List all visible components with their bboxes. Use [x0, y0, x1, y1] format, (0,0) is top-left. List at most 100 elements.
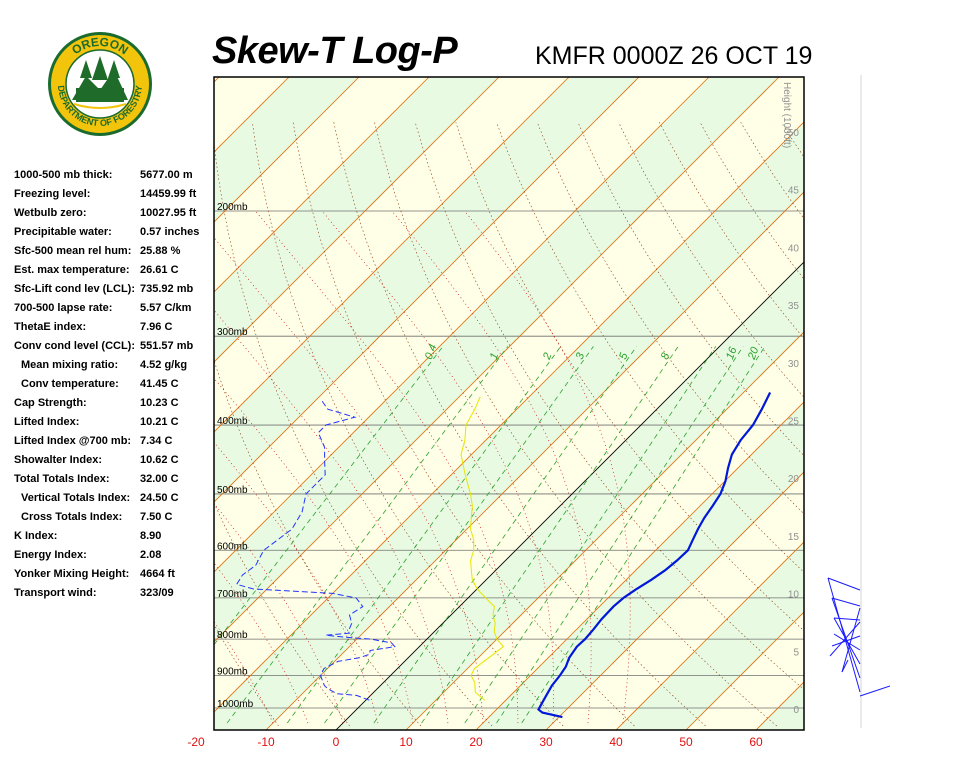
- index-label: Mean mixing ratio:: [21, 359, 119, 371]
- wetbulb-trace: [460, 396, 505, 701]
- index-label: Conv temperature:: [21, 378, 119, 390]
- wind-barb-flag: [827, 577, 861, 591]
- pressure-label: 800mb: [217, 630, 248, 641]
- dry-adiabat: [47, 122, 207, 726]
- index-label: Showalter Index:: [14, 454, 103, 466]
- temperature-tick-label: 40: [609, 735, 623, 749]
- height-tick-label: 5: [793, 647, 799, 658]
- mixing-ratio-label: 0.4: [423, 343, 440, 361]
- isotherm-line: [214, 121, 804, 713]
- index-value: 7.34 C: [140, 435, 173, 447]
- pressure-label: 600mb: [217, 541, 248, 552]
- pressure-label: 900mb: [217, 666, 248, 677]
- index-value: 10.23 C: [140, 397, 179, 409]
- height-tick-label: 10: [788, 590, 800, 601]
- isotherm-line: [615, 541, 804, 730]
- temperature-tick-label: -10: [257, 735, 275, 749]
- mixing-ratio-line: [226, 346, 509, 724]
- index-value: 10027.95 ft: [140, 207, 197, 219]
- mixing-ratio-label: 20: [746, 345, 762, 362]
- index-value: 5.57 C/km: [140, 302, 192, 314]
- index-value: 10.21 C: [140, 416, 179, 428]
- mixing-ratio-line: [421, 346, 679, 724]
- moist-adiabat: [214, 377, 414, 724]
- index-label: Energy Index:: [14, 549, 87, 561]
- isotherm-line: [475, 401, 804, 730]
- isotherm-line: [214, 77, 710, 573]
- index-value: 7.50 C: [140, 511, 173, 523]
- mixing-ratio-label: 8: [659, 350, 673, 361]
- pressure-label: 400mb: [217, 416, 248, 427]
- plot-area: 0.4 1 2 3 5 8 16 20: [47, 77, 804, 730]
- height-tick-label: 35: [788, 301, 800, 312]
- wind-barb-staff: [833, 633, 861, 651]
- chart-title: Skew-T Log-P: [212, 30, 458, 72]
- wind-barb-staff: [841, 607, 861, 673]
- isotherm-line: [214, 77, 360, 223]
- index-label: 1000-500 mb thick:: [14, 169, 113, 181]
- isotherm-line: [545, 471, 804, 730]
- moist-adiabat: [391, 210, 592, 724]
- index-label: Cross Totals Index:: [21, 511, 123, 523]
- mixing-ratio-line: [521, 346, 766, 724]
- index-value: 7.96 C: [140, 321, 173, 333]
- plot-frame: [213, 76, 805, 731]
- height-tick-label: 50: [788, 128, 800, 139]
- wind-barbs: [827, 577, 891, 697]
- mixing-ratio-line: [496, 346, 744, 724]
- pressure-label: 200mb: [217, 202, 248, 213]
- isotherm-line: [214, 77, 290, 153]
- index-label: Precipitable water:: [14, 226, 112, 238]
- index-label: Yonker Mixing Height:: [14, 568, 130, 580]
- index-label: Est. max temperature:: [14, 264, 130, 276]
- index-label: Sfc-500 mean rel hum:: [14, 245, 132, 257]
- isotherm-line: [214, 77, 430, 293]
- temperature-tick-label: 20: [469, 735, 483, 749]
- index-value: 26.61 C: [140, 264, 179, 276]
- index-value: 24.50 C: [140, 492, 179, 504]
- index-label: Total Totals Index:: [14, 473, 110, 485]
- temperature-tick-label: 0: [333, 735, 340, 749]
- mixing-ratio-label: 16: [724, 345, 740, 361]
- logo-top-text: OREGON: [69, 35, 131, 58]
- wind-barb-staff: [831, 635, 861, 647]
- index-label: Vertical Totals Index:: [21, 492, 131, 504]
- height-tick-label: 15: [788, 532, 800, 543]
- height-axis-label: Height (1000ft): [781, 82, 792, 148]
- wind-barb-flag: [831, 597, 861, 607]
- isotherm-line: [214, 77, 500, 363]
- wind-barb-staff: [859, 685, 891, 697]
- pressure-label: 700mb: [217, 589, 248, 600]
- index-value: 8.90: [140, 530, 162, 542]
- index-value: 5677.00 m: [140, 169, 193, 181]
- index-value: 2.08: [140, 549, 162, 561]
- isotherm-line: [214, 77, 570, 433]
- dry-adiabat: [292, 122, 635, 727]
- dry-adiabat: [252, 122, 564, 727]
- isotherm-line: [214, 77, 640, 503]
- index-label: Lifted Index:: [14, 416, 80, 428]
- pressure-label: 500mb: [217, 485, 248, 496]
- index-label: Freezing level:: [14, 188, 91, 200]
- index-value: 735.92 mb: [140, 283, 194, 295]
- height-tick-label: 30: [788, 359, 800, 370]
- index-value: 0.57 inches: [140, 226, 200, 238]
- moist-adiabat: [321, 210, 555, 724]
- index-label: Lifted Index @700 mb:: [14, 435, 132, 447]
- mixing-ratio-label: 2: [541, 351, 555, 362]
- index-value: 551.57 mb: [140, 340, 194, 352]
- index-label: 700-500 lapse rate:: [14, 302, 113, 314]
- index-label: Transport wind:: [14, 587, 97, 599]
- height-tick-label: 40: [788, 243, 800, 254]
- index-value: 4664 ft: [140, 568, 175, 580]
- dry-adiabat: [577, 122, 804, 457]
- wind-barb-flag: [833, 617, 861, 621]
- dry-adiabat: [214, 141, 493, 727]
- height-tick-label: 25: [788, 417, 800, 428]
- height-tick-label: 0: [793, 705, 799, 716]
- temperature-tick-label: -20: [187, 735, 205, 749]
- isotherm-line: [335, 261, 804, 730]
- svg-text:OREGON: OREGON: [69, 35, 131, 58]
- temperature-trace: [537, 392, 772, 719]
